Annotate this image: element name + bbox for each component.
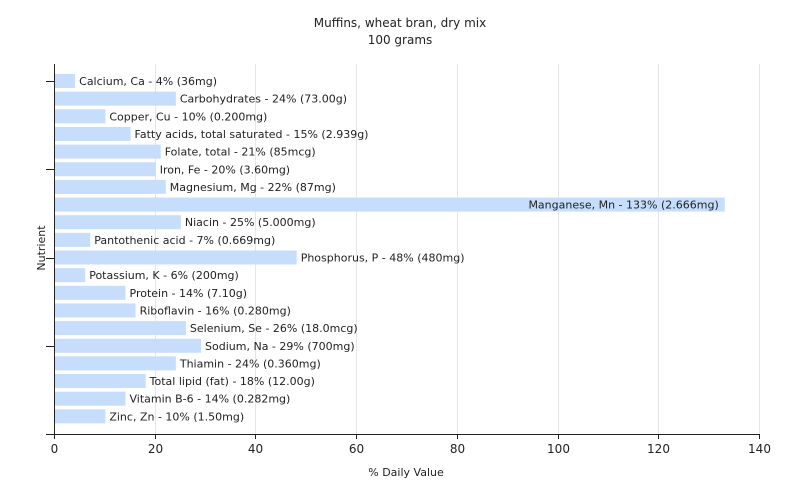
chart-subtitle: 100 grams <box>368 33 433 47</box>
x-tick-label: 120 <box>647 442 670 456</box>
bar <box>55 374 146 389</box>
bar <box>55 144 161 159</box>
bar-label: Zinc, Zn - 10% (1.50mg) <box>109 410 244 423</box>
y-ticks <box>46 81 54 435</box>
x-tick-label: 40 <box>248 442 263 456</box>
bars <box>55 74 725 424</box>
bar <box>55 409 106 424</box>
bar-label: Fatty acids, total saturated - 15% (2.93… <box>135 128 369 141</box>
bar-label: Folate, total - 21% (85mcg) <box>165 146 316 159</box>
bar <box>55 391 126 406</box>
bar-label: Magnesium, Mg - 22% (87mg) <box>170 181 336 194</box>
bar <box>55 321 186 336</box>
x-tick-label: 100 <box>547 442 570 456</box>
y-axis-label: Nutrient <box>35 225 48 271</box>
bar <box>55 285 126 300</box>
x-ticks: 0 20 40 60 80 100 120 140 <box>51 434 771 456</box>
x-tick-label: 60 <box>349 442 364 456</box>
bar <box>55 215 181 230</box>
bar <box>55 250 297 265</box>
x-tick-label: 80 <box>450 442 465 456</box>
bar <box>55 232 91 247</box>
bar-label: Total lipid (fat) - 18% (12.00g) <box>149 375 315 388</box>
bar <box>55 126 131 141</box>
bar-labels: Calcium, Ca - 4% (36mg) Carbohydrates - 2… <box>79 75 719 423</box>
bar-label: Selenium, Se - 26% (18.0mcg) <box>190 322 358 335</box>
x-axis-label: % Daily Value <box>368 466 444 479</box>
bar-label: Pantothenic acid - 7% (0.669mg) <box>94 234 275 247</box>
bar <box>55 356 176 371</box>
bar-label: Vitamin B-6 - 14% (0.282mg) <box>130 393 291 406</box>
bar-label: Riboflavin - 16% (0.280mg) <box>140 304 291 317</box>
bar <box>55 74 76 88</box>
bar <box>55 303 136 318</box>
bar-label: Sodium, Na - 29% (700mg) <box>205 340 355 353</box>
grid-lines <box>155 64 760 434</box>
bar-label: Niacin - 25% (5.000mg) <box>185 216 316 229</box>
bar <box>55 268 86 283</box>
x-tick-label: 140 <box>748 442 771 456</box>
bar-label: Manganese, Mn - 133% (2.666mg) <box>528 199 718 212</box>
x-tick-label: 20 <box>148 442 163 456</box>
bar <box>55 109 106 124</box>
bar <box>55 338 202 353</box>
chart-title: Muffins, wheat bran, dry mix <box>314 16 486 30</box>
bar-label: Iron, Fe - 20% (3.60mg) <box>160 163 290 176</box>
bar-label: Phosphorus, P - 48% (480mg) <box>301 252 465 265</box>
bar <box>55 91 176 106</box>
bar <box>55 197 725 212</box>
bar-label: Potassium, K - 6% (200mg) <box>89 269 239 282</box>
bar-label: Protein - 14% (7.10g) <box>130 287 248 300</box>
x-tick-label: 0 <box>51 442 59 456</box>
bar-label: Carbohydrates - 24% (73.00g) <box>180 93 347 106</box>
bar-label: Copper, Cu - 10% (0.200mg) <box>109 110 267 123</box>
axes <box>54 64 759 435</box>
bar-label: Thiamin - 24% (0.360mg) <box>179 357 321 370</box>
bar-label: Calcium, Ca - 4% (36mg) <box>79 75 217 88</box>
bar <box>55 162 156 177</box>
bar <box>55 179 166 194</box>
